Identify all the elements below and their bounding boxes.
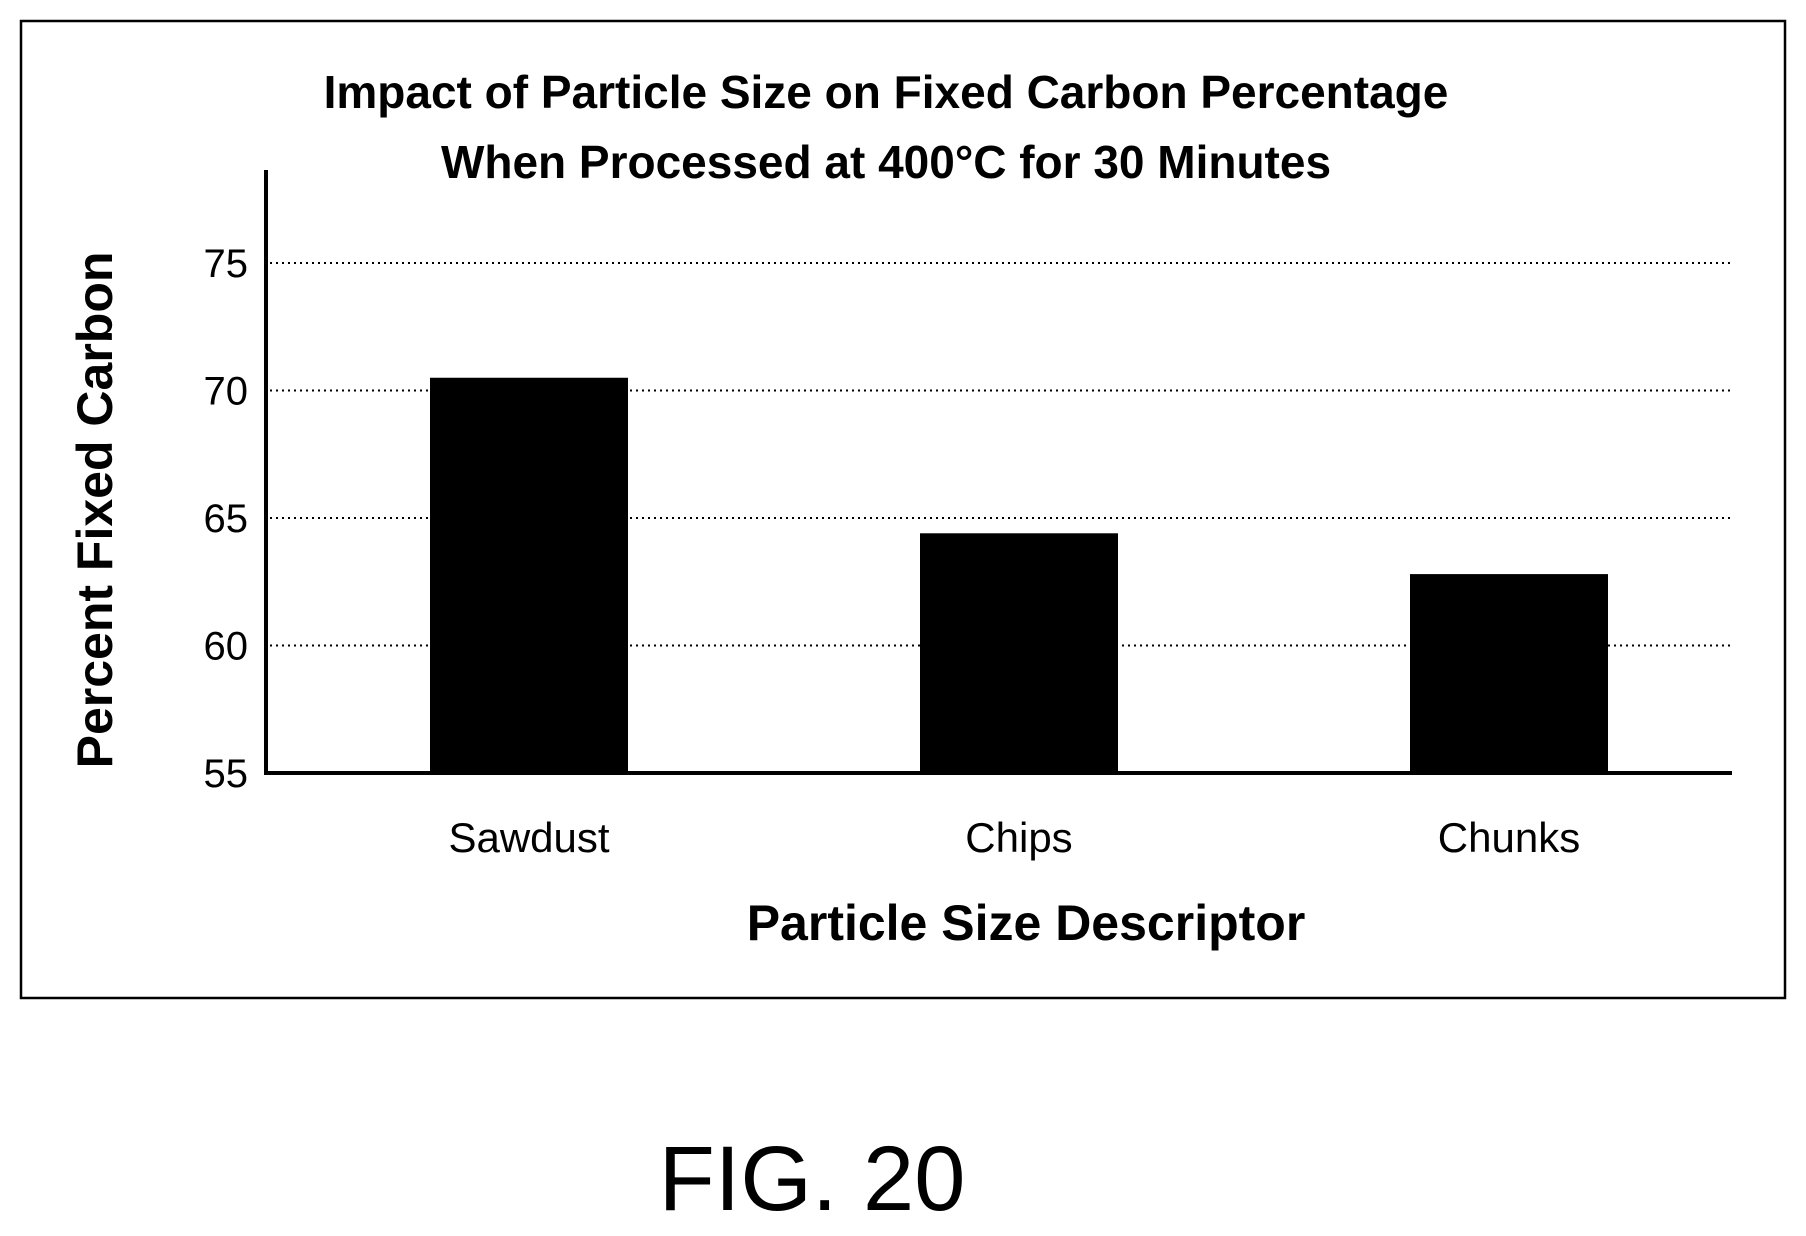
bar-chunks [1410,574,1608,773]
x-tick-label-sawdust: Sawdust [448,814,609,861]
chart-frame [19,19,1787,1000]
x-tick-label-chunks: Chunks [1438,814,1580,861]
bar-sawdust [430,377,628,773]
y-tick-label: 75 [204,242,249,286]
y-axis-title: Percent Fixed Carbon [67,252,123,769]
bar-chips [920,533,1118,773]
x-tick-labels: Sawdust Chips Chunks [448,814,1580,861]
y-tick-label: 70 [204,370,249,414]
x-axis-title: Particle Size Descriptor [747,895,1306,951]
figure-label: FIG. 20 [659,1128,966,1230]
y-tick-label: 60 [204,625,249,669]
x-tick-label-chips: Chips [965,814,1072,861]
chart-subtitle: When Processed at 400°C for 30 Minutes [441,136,1331,188]
y-tick-labels: 55 60 65 70 75 [204,242,249,796]
y-tick-label: 55 [204,752,249,796]
chart-title: Impact of Particle Size on Fixed Carbon … [324,66,1449,118]
y-tick-label: 65 [204,497,249,541]
bars [430,377,1608,773]
